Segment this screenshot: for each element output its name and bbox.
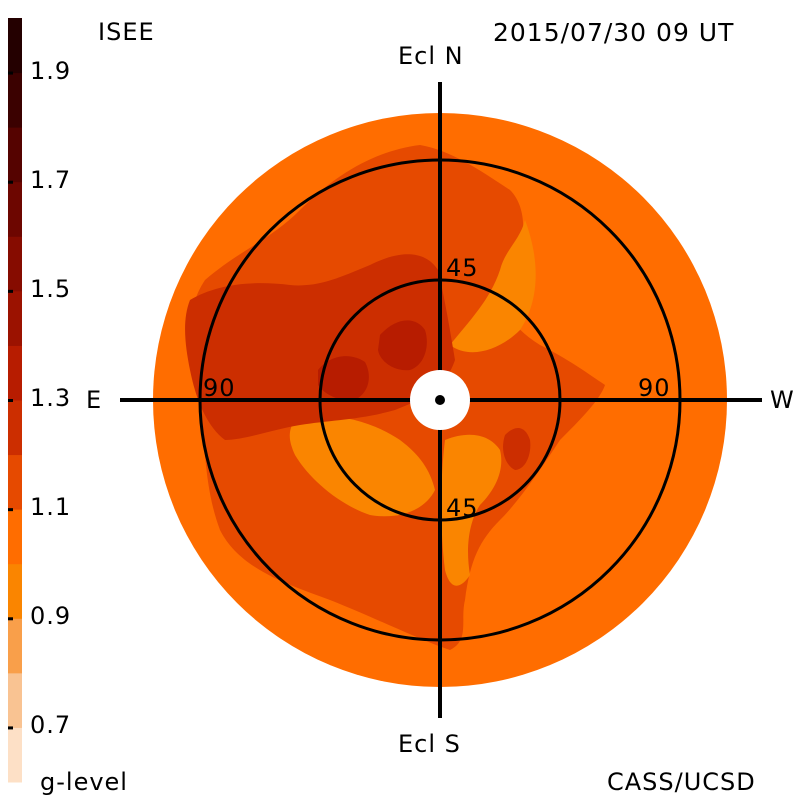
colorbar-band	[8, 618, 22, 674]
colorbar-band	[8, 672, 22, 728]
colorbar-tick-label: 1.1	[30, 493, 72, 522]
g-level-region-0-9-northeast	[450, 220, 536, 353]
colorbar-tick-label: 1.5	[30, 274, 72, 303]
colorbar-title: g-level	[40, 768, 128, 796]
sun-center-dot	[435, 395, 445, 405]
g-level-region-1-1	[185, 254, 456, 440]
timestamp-label: 2015/07/30 09 UT	[493, 18, 735, 47]
colorbar	[8, 18, 22, 783]
colorbar-band	[8, 727, 22, 783]
colorbar-band	[8, 181, 22, 237]
axis-label-south: Ecl S	[398, 730, 461, 758]
g-level-region-1-3-a	[318, 356, 369, 401]
colorbar-tick-label: 1.3	[30, 384, 72, 412]
colorbar-tick-label: 0.7	[30, 711, 72, 740]
g-level-region-0-9-southeast	[441, 434, 502, 586]
colorbar-band	[8, 236, 22, 292]
axis-label-north: Ecl N	[398, 42, 464, 70]
colorbar-ticks	[8, 71, 13, 730]
colorbar-tick	[8, 289, 13, 293]
colorbar-band	[8, 127, 22, 183]
circle-label-90-east: 90	[203, 374, 236, 402]
source-label: ISEE	[98, 18, 155, 46]
circle-label-90-west: 90	[638, 374, 671, 402]
g-level-region-1-1-south	[503, 428, 531, 470]
colorbar-tick	[8, 617, 13, 621]
colorbar-tick	[8, 508, 13, 512]
sky-disk	[120, 82, 762, 718]
colorbar-tick-label: 0.9	[30, 602, 72, 631]
colorbar-band	[8, 72, 22, 128]
axis-label-west: W	[770, 386, 795, 414]
colorbar-band	[8, 18, 22, 74]
colorbar-tick	[8, 71, 13, 75]
g-level-region-1-3-b	[378, 320, 427, 371]
colorbar-band	[8, 563, 22, 619]
colorbar-band	[8, 454, 22, 510]
colorbar-tick-label: 1.9	[30, 56, 72, 85]
circle-label-45-north: 45	[446, 254, 479, 282]
colorbar-band	[8, 345, 22, 401]
colorbar-tick-label: 1.7	[30, 165, 72, 194]
circle-label-45-south: 45	[446, 494, 479, 522]
colorbar-tick	[8, 726, 13, 730]
colorbar-tick	[8, 180, 13, 184]
colorbar-band	[8, 290, 22, 346]
colorbar-tick	[8, 399, 13, 402]
credit-label: CASS/UCSD	[607, 768, 756, 796]
colorbar-band	[8, 509, 22, 565]
axis-label-east: E	[86, 386, 103, 414]
colorbar-band	[8, 400, 22, 456]
